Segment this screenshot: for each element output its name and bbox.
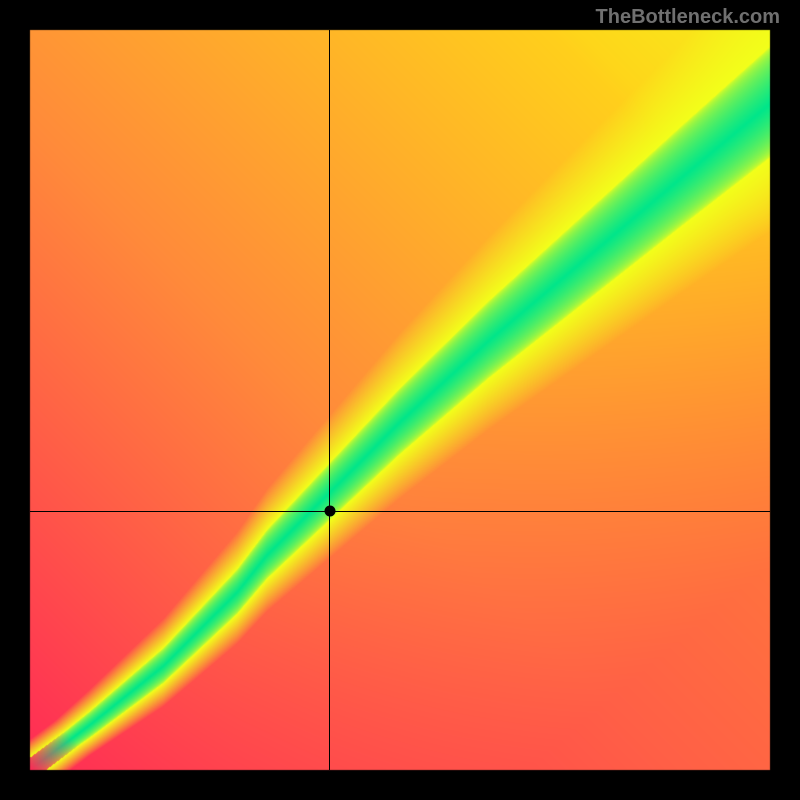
crosshair-vertical	[329, 30, 330, 770]
marker-point	[324, 506, 335, 517]
crosshair-horizontal	[30, 511, 770, 512]
figure-root: TheBottleneck.com	[0, 0, 800, 800]
watermark-text: TheBottleneck.com	[596, 6, 780, 29]
plot-area	[30, 30, 770, 770]
